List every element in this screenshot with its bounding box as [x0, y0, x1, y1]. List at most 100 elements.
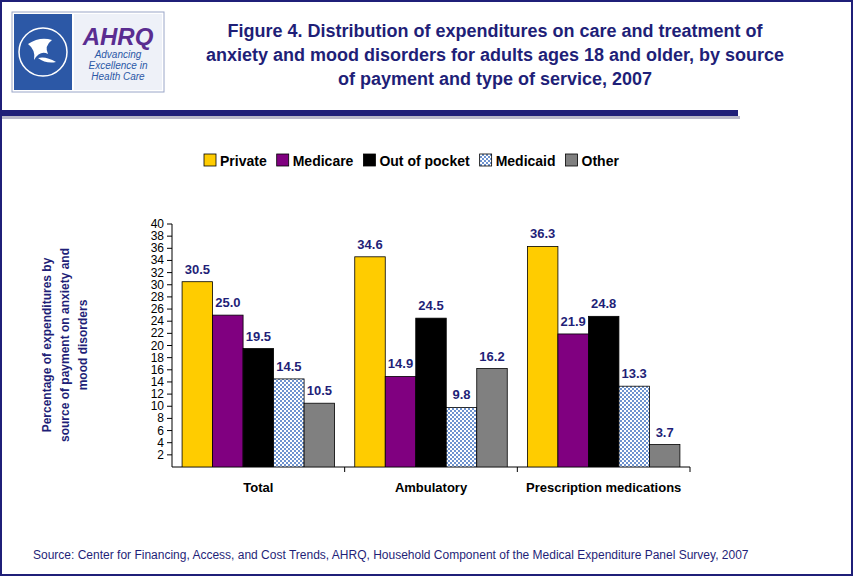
- y-tick: [167, 381, 172, 382]
- header-shadow: [2, 116, 740, 119]
- source: Source: Center for Financing, Access, an…: [33, 548, 749, 562]
- data-label: 25.0: [215, 295, 240, 310]
- y-tick-label: 14: [151, 375, 165, 389]
- y-tick-label: 20: [151, 339, 165, 353]
- legend-label: Out of pocket: [379, 153, 470, 169]
- legend-label: Other: [582, 153, 620, 169]
- legend-swatch: [480, 154, 492, 166]
- y-tick: [167, 430, 172, 431]
- x-tick-label: Ambulatory: [395, 480, 468, 495]
- logo: AHRQAdvancingExcellence inHealth Care: [12, 12, 164, 92]
- bar: [619, 386, 650, 467]
- legend-label: Medicare: [293, 153, 354, 169]
- legend-label: Private: [220, 153, 267, 169]
- logo-hhs: [14, 14, 72, 90]
- y-tick-label: 22: [151, 326, 165, 340]
- bar: [588, 316, 619, 467]
- bar: [527, 246, 558, 467]
- y-tick: [167, 248, 172, 249]
- data-label: 14.5: [276, 359, 301, 374]
- data-label: 30.5: [185, 262, 210, 277]
- legend-swatch: [277, 154, 289, 166]
- y-tick: [167, 442, 172, 443]
- bar: [385, 376, 416, 467]
- title: Figure 4. Distribution of expenditures o…: [206, 21, 784, 89]
- logo-eagle: [28, 39, 56, 63]
- data-label: 16.2: [479, 349, 504, 364]
- chart: AHRQAdvancingExcellence inHealth Care Fig…: [0, 0, 853, 576]
- logo-title: AHRQ: [82, 23, 154, 50]
- y-tick-label: 12: [151, 387, 165, 401]
- bar: [304, 403, 335, 467]
- y-tick: [167, 309, 172, 310]
- data-label: 19.5: [246, 329, 271, 344]
- frame: [1, 1, 852, 575]
- data-label: 9.8: [452, 387, 470, 402]
- data-label: 3.7: [656, 425, 674, 440]
- x-tick: [690, 467, 691, 472]
- y-tick-label: 24: [151, 314, 165, 328]
- text-line: source of payment on anxiety and: [58, 248, 72, 442]
- x-tick: [344, 467, 345, 472]
- data-label: 13.3: [622, 366, 647, 381]
- text-line: mood disorders: [76, 299, 90, 390]
- header-rule: [2, 110, 738, 116]
- y-tick: [167, 418, 172, 419]
- y-tick-label: 16: [151, 363, 165, 377]
- bar: [558, 334, 589, 467]
- y-tick-label: 26: [151, 302, 165, 316]
- x-tick: [517, 467, 518, 472]
- y-tick: [167, 296, 172, 297]
- legend-swatch: [566, 154, 578, 166]
- y-tick: [167, 272, 172, 273]
- bar: [355, 257, 386, 467]
- y-tick: [167, 260, 172, 261]
- logo-box: [12, 12, 164, 92]
- data-label: 34.6: [357, 237, 382, 252]
- y-tick: [167, 406, 172, 407]
- y-tick: [167, 333, 172, 334]
- text-line: Percentage of expenditures by: [40, 257, 54, 432]
- data-label: 14.9: [388, 356, 413, 371]
- y-tick: [167, 236, 172, 237]
- logo-ahrq-bg: [74, 14, 162, 90]
- logo-text: Excellence in: [89, 60, 148, 71]
- y-tick-label: 36: [151, 241, 165, 255]
- bar: [274, 379, 305, 467]
- y-tick-label: 8: [157, 411, 164, 425]
- y-tick: [167, 345, 172, 346]
- data-labels: 30.525.019.514.510.534.614.924.59.816.23…: [185, 226, 674, 439]
- data-label: 21.9: [561, 314, 586, 329]
- y-tick-label: 6: [157, 424, 164, 438]
- bar: [182, 282, 213, 467]
- bar: [446, 407, 477, 467]
- y-tick-label: 40: [151, 217, 165, 231]
- data-label: 10.5: [307, 383, 332, 398]
- legend-swatch: [363, 154, 375, 166]
- x-tick-label: Prescription medications: [526, 480, 681, 495]
- y-label: Percentage of expenditures by source of p…: [40, 248, 90, 442]
- y-tick-label: 28: [151, 290, 165, 304]
- y-tick: [167, 224, 172, 225]
- y-tick-label: 32: [151, 266, 165, 280]
- x-tick-label: Total: [243, 480, 273, 495]
- bars: [182, 246, 680, 467]
- y-tick: [167, 394, 172, 395]
- y-tick-label: 38: [151, 229, 165, 243]
- logo-seal: [19, 28, 67, 76]
- y-tick: [167, 369, 172, 370]
- legend-label: Medicaid: [496, 153, 556, 169]
- bar: [649, 445, 680, 467]
- y-tick-label: 10: [151, 399, 165, 413]
- text-line: Figure 4. Distribution of expenditures o…: [227, 21, 763, 41]
- y-tick: [167, 284, 172, 285]
- y-tick: [167, 321, 172, 322]
- bar: [477, 369, 508, 467]
- y-tick-label: 34: [151, 253, 165, 267]
- bar: [213, 315, 244, 467]
- bar: [416, 318, 447, 467]
- data-label: 36.3: [530, 226, 555, 241]
- y-tick-label: 30: [151, 278, 165, 292]
- logo-text: Advancing: [94, 49, 142, 60]
- y-tick: [167, 454, 172, 455]
